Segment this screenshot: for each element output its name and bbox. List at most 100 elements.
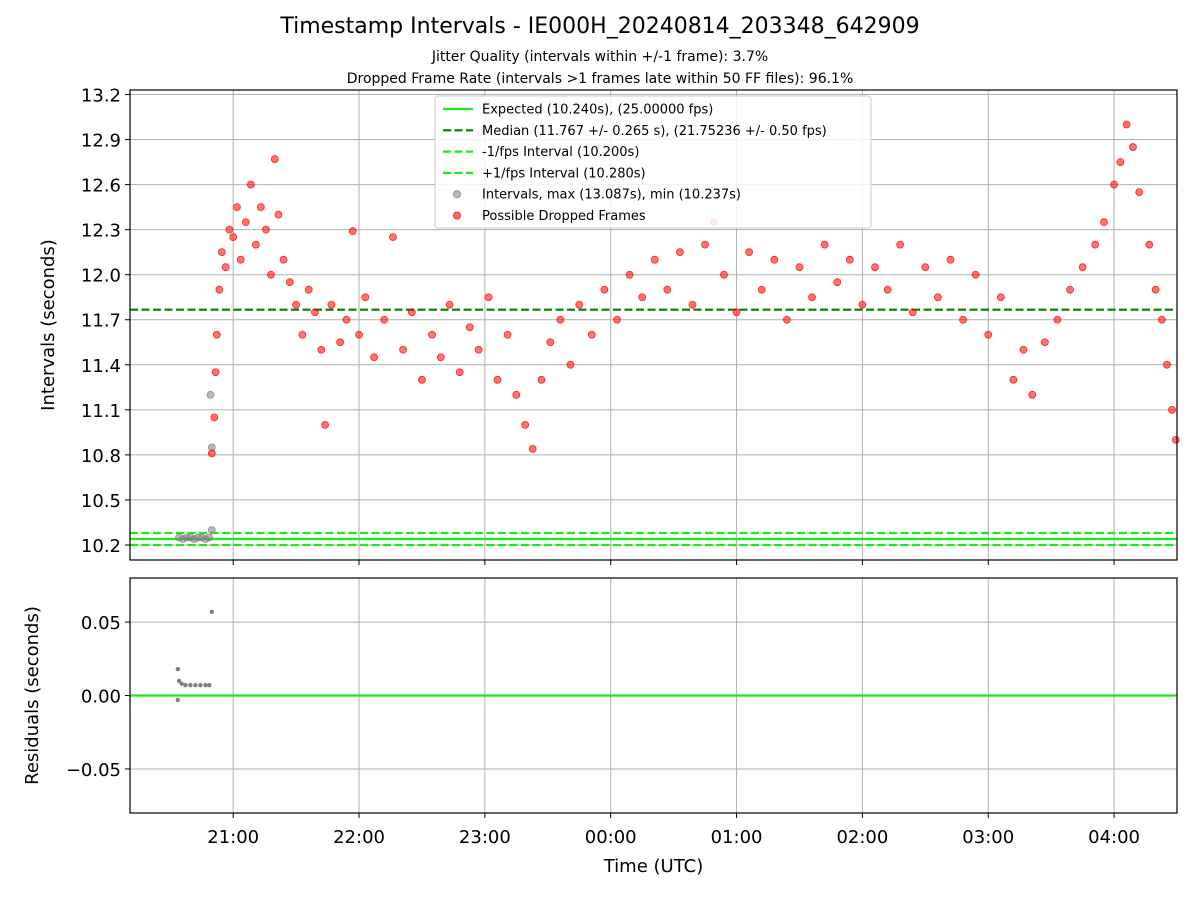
dropped-frame-point (971, 270, 980, 279)
dropped-frame-point (757, 285, 766, 294)
interval-point (193, 683, 198, 688)
dropped-frame-point (871, 263, 879, 272)
x-tick-label: 23:00 (459, 827, 511, 848)
dropped-frame-point (465, 323, 474, 332)
dropped-frame-point (445, 300, 454, 309)
dropped-frame-point (1151, 285, 1160, 294)
dropped-frame-point (270, 155, 279, 163)
dropped-frame-point (418, 375, 426, 384)
y-tick-label: 11.1 (81, 401, 121, 422)
legend-label: Intervals, max (13.087s), min (10.237s) (482, 188, 741, 203)
dropped-frame-point (688, 300, 697, 309)
dropped-frame-point (211, 368, 220, 377)
dropped-frame-point (256, 203, 265, 212)
dropped-frame-point (908, 308, 917, 317)
dropped-frame-point (436, 353, 445, 362)
dropped-frame-point (342, 315, 351, 324)
dropped-frame-point (233, 203, 241, 212)
dropped-frame-point (587, 330, 596, 339)
dropped-frame-point (1122, 120, 1131, 129)
dropped-frame-point (361, 293, 370, 302)
y-tick-label: 10.5 (81, 491, 121, 512)
legend-label: Expected (10.240s), (25.00000 fps) (482, 103, 713, 118)
dropped-frame-point (1066, 285, 1074, 294)
x-tick-label: 03:00 (962, 827, 1014, 848)
dropped-frame-point (546, 338, 555, 347)
interval-point (175, 666, 181, 672)
dropped-frame-point (720, 270, 728, 279)
dropped-frame-point (1171, 435, 1180, 444)
y-tick-label: 10.2 (81, 536, 121, 557)
dropped-frame-point (311, 308, 319, 317)
legend-label: -1/fps Interval (10.200s) (482, 145, 639, 160)
dropped-frame-point (858, 300, 867, 309)
dropped-frame-point (1040, 338, 1049, 347)
dropped-frame-point (934, 293, 942, 302)
dropped-frame-point (1078, 263, 1087, 272)
interval-point (198, 683, 203, 688)
dropped-frame-point (221, 263, 230, 272)
interval-point (179, 681, 184, 686)
dropped-frame-point (1157, 315, 1166, 324)
dropped-frame-point (650, 255, 659, 264)
interval-point (175, 697, 181, 703)
dropped-frame-point (212, 330, 221, 339)
dropped-frame-point (292, 300, 301, 309)
dropped-frame-point (1168, 405, 1176, 414)
dropped-frame-point (1028, 390, 1037, 399)
chart-title: Timestamp Intervals - IE000H_20240814_20… (280, 14, 920, 39)
dropped-frame-point (795, 263, 804, 272)
dropped-frame-point (1145, 240, 1154, 249)
interval-point (203, 683, 208, 688)
dropped-frame-point (845, 255, 854, 264)
dropped-frame-point (1129, 143, 1137, 151)
y-tick-label: 11.7 (81, 311, 121, 332)
dropped-frame-point (625, 270, 634, 279)
dropped-frame-point (820, 240, 829, 249)
interval-point (176, 678, 182, 684)
dropped-frame-point (996, 293, 1005, 302)
dropped-frame-point (428, 330, 436, 339)
x-tick-label: 00:00 (585, 827, 637, 848)
dropped-frame-point (613, 315, 621, 324)
dropped-frame-point (246, 180, 255, 189)
dropped-frame-point (236, 255, 245, 264)
dropped-frame-point (455, 368, 464, 377)
dropped-frame-point (896, 240, 905, 249)
dropped-frame-point (380, 315, 389, 324)
dropped-frame-point (600, 285, 609, 294)
y-tick-label: 10.8 (81, 446, 121, 467)
dropped-frame-point (399, 345, 407, 354)
x-tick-label: 21:00 (207, 827, 259, 848)
dropped-frame-point (279, 255, 288, 264)
legend-label: +1/fps Interval (10.280s) (482, 166, 646, 181)
dropped-frame-point (474, 345, 483, 354)
interval-point (207, 683, 212, 688)
y-axis-label: Intervals (seconds) (38, 239, 59, 411)
dropped-frame-point (1009, 375, 1018, 384)
dropped-frame-point (984, 330, 993, 339)
dropped-frame-point (1116, 158, 1125, 166)
dropped-frame-point (484, 293, 493, 302)
dropped-frame-point (217, 248, 226, 257)
dropped-frame-point (537, 375, 546, 384)
legend-box (434, 95, 872, 229)
dropped-frame-point (1135, 188, 1144, 197)
interval-point (209, 609, 214, 614)
y-tick-label: 0.00 (81, 687, 121, 708)
dropped-frame-point (210, 413, 219, 422)
dropped-frame-point (389, 233, 397, 242)
dropped-frame-point (676, 248, 684, 257)
dropped-frame-point (321, 420, 329, 429)
chart-subtitle-dropped: Dropped Frame Rate (intervals >1 frames … (346, 71, 854, 87)
dropped-frame-point (808, 293, 816, 302)
y-tick-label: 12.9 (81, 131, 121, 152)
dropped-frame-point (959, 315, 967, 324)
x-axis-label: Time (UTC) (603, 856, 704, 877)
dropped-frame-point (1091, 240, 1100, 249)
bottom-panel: 0.05 0.00 −0.05 21:00 22:00 23:00 00:00 01:00 02… (22, 577, 1178, 877)
dropped-frame-point (521, 420, 530, 429)
dropped-frame-point (1110, 180, 1118, 189)
